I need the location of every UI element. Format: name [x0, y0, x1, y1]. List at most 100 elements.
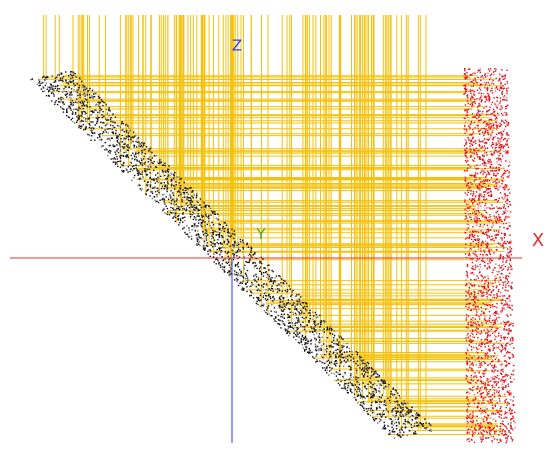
black-point [270, 280, 273, 283]
red-point [470, 292, 472, 294]
red-point [506, 132, 508, 134]
red-point [471, 336, 474, 338]
red-point [485, 216, 487, 218]
black-point [401, 426, 403, 428]
red-point [472, 101, 474, 104]
black-point [166, 179, 168, 181]
black-point [172, 177, 175, 180]
red-point [494, 314, 496, 317]
black-point [230, 235, 232, 237]
red-point [466, 420, 468, 423]
red-point [485, 254, 487, 256]
red-point [504, 324, 507, 326]
black-point [254, 274, 256, 276]
black-point [250, 294, 252, 297]
red-point [465, 319, 467, 321]
red-point [469, 367, 471, 369]
black-point [280, 309, 283, 311]
black-point [271, 288, 274, 290]
black-point [267, 307, 269, 309]
black-point [397, 407, 399, 410]
black-point [263, 282, 265, 285]
black-point [297, 300, 299, 303]
red-point [495, 87, 498, 89]
red-point [487, 278, 489, 280]
black-point [288, 307, 290, 310]
black-point [40, 88, 43, 90]
black-point [233, 254, 235, 256]
red-point [484, 95, 486, 97]
black-point [371, 387, 373, 389]
red-point [478, 87, 481, 89]
red-point [503, 122, 505, 124]
black-point [142, 146, 144, 148]
black-point [264, 267, 266, 269]
black-point [337, 382, 340, 385]
black-point [357, 394, 360, 397]
red-point [509, 392, 511, 395]
red-point [485, 368, 487, 370]
black-point [95, 109, 98, 112]
red-point [493, 367, 495, 369]
red-point [484, 280, 486, 282]
black-point [77, 94, 79, 97]
black-point [297, 318, 299, 321]
red-point [504, 365, 507, 367]
black-point [418, 415, 420, 417]
red-point [464, 84, 466, 86]
black-point [205, 239, 208, 241]
black-point [240, 281, 242, 284]
red-point [488, 319, 490, 322]
red-point [469, 89, 472, 91]
black-point [219, 242, 222, 244]
black-point [400, 428, 402, 430]
black-point [218, 235, 221, 237]
black-point [282, 301, 284, 303]
black-point [315, 345, 317, 348]
red-point [468, 432, 470, 434]
black-point [190, 197, 192, 199]
black-point [76, 108, 79, 111]
red-point [496, 328, 498, 330]
red-point [501, 386, 503, 388]
black-point [347, 378, 350, 381]
red-point [468, 293, 471, 296]
red-point [477, 402, 479, 404]
red-point [497, 359, 500, 361]
black-point [338, 373, 341, 376]
black-point [36, 83, 39, 85]
red-point [495, 230, 498, 232]
black-point [225, 261, 227, 264]
black-point [292, 324, 294, 327]
black-point [257, 278, 259, 281]
black-point [129, 170, 131, 173]
black-point [288, 322, 290, 324]
black-point [350, 366, 352, 369]
black-point [183, 192, 186, 194]
black-point [296, 294, 298, 296]
black-point [371, 395, 373, 398]
black-point [219, 264, 221, 266]
black-point [196, 233, 198, 236]
red-point [499, 146, 501, 149]
black-point [310, 340, 312, 342]
red-point [483, 145, 486, 147]
red-point [480, 244, 483, 246]
black-point [199, 218, 201, 220]
black-point [338, 348, 340, 351]
red-point [472, 252, 474, 254]
red-point [490, 281, 492, 284]
black-point [339, 373, 342, 375]
red-point [467, 182, 470, 184]
black-point [292, 328, 295, 330]
red-point [498, 313, 500, 315]
black-point [201, 226, 203, 228]
black-point [69, 96, 71, 99]
red-point [496, 302, 498, 305]
black-point [69, 101, 72, 103]
black-point [422, 425, 424, 427]
red-point [509, 407, 511, 409]
red-point [472, 203, 474, 205]
red-point [479, 198, 481, 200]
red-point [486, 355, 488, 358]
